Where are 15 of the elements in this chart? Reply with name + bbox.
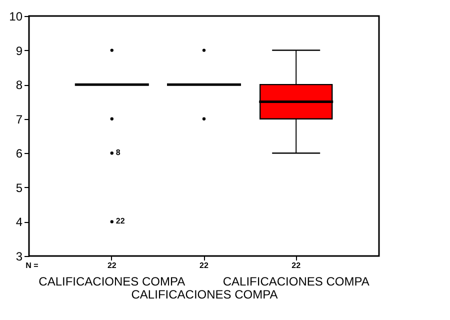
y-tick-label: 10	[9, 10, 23, 24]
y-tick-label: 7	[16, 112, 23, 126]
x-axis-title: CALIFICACIONES COMPA	[131, 288, 278, 302]
text: 22	[107, 261, 117, 270]
y-tick-label: 5	[16, 180, 23, 195]
text: 22	[200, 261, 209, 270]
annotation: 22	[116, 216, 126, 226]
annotation: 8	[116, 148, 121, 158]
y-tick-label: 9	[16, 44, 23, 58]
y-tick-label: 4	[16, 215, 23, 230]
y-tick-label: 6	[16, 146, 23, 161]
y-tick-label: 3	[16, 250, 23, 264]
text: 22	[292, 261, 302, 270]
text: N =	[26, 261, 39, 270]
y-tick-label: 8	[16, 78, 23, 92]
